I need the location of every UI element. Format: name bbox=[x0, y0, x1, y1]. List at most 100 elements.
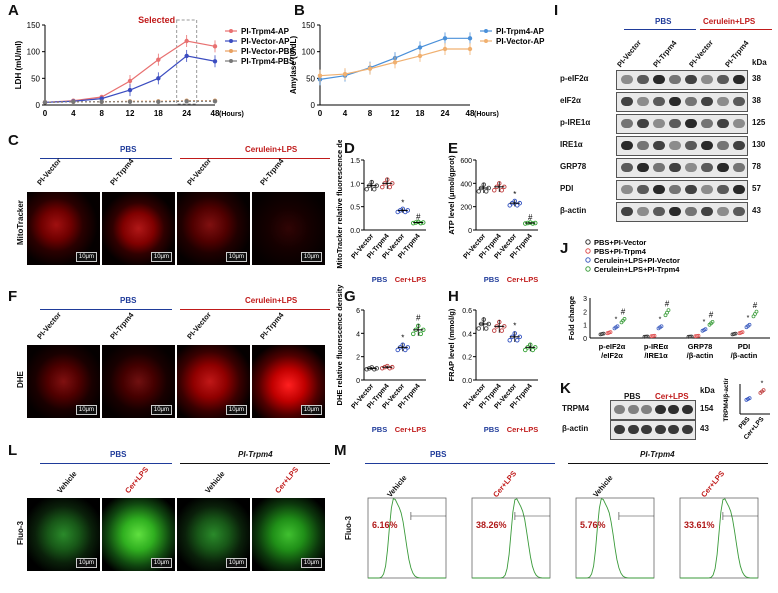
l-trpm4-header: PI-Trpm4 bbox=[238, 450, 273, 459]
selected-box bbox=[176, 19, 198, 105]
blot-band bbox=[614, 425, 625, 434]
legend-label: Cerulein+LPS+PI-Trpm4 bbox=[594, 265, 680, 274]
l-side-label: Fluo-3 bbox=[16, 521, 25, 545]
y-tick-label: 0.0 bbox=[462, 378, 472, 385]
blot-band bbox=[701, 141, 713, 150]
y-tick-label: 0 bbox=[583, 336, 587, 343]
blot-band bbox=[669, 185, 681, 194]
data-point bbox=[645, 334, 650, 339]
selected-annotation: Selected bbox=[138, 15, 175, 25]
blot-k-row bbox=[610, 400, 696, 420]
c-label-4: PI-Trpm4 bbox=[258, 156, 286, 187]
blot-band bbox=[701, 75, 713, 84]
y-axis-label: Fold change bbox=[567, 296, 576, 340]
y-tick-label: 1.0 bbox=[350, 181, 360, 188]
y-tick-label: 0.4 bbox=[462, 331, 472, 338]
y-tick-label: 0.2 bbox=[462, 355, 472, 362]
y-tick-label: 0 bbox=[311, 101, 316, 110]
y-tick-label: 50 bbox=[306, 74, 315, 83]
blot-band bbox=[681, 405, 693, 414]
panel-label-m: M bbox=[334, 442, 347, 459]
legend-marker bbox=[484, 29, 488, 33]
blot-i-row-label: p-eIF2α bbox=[560, 74, 589, 83]
y-tick-label: 0.5 bbox=[350, 205, 360, 212]
data-point bbox=[410, 331, 416, 337]
data-point bbox=[514, 338, 520, 343]
blot-band bbox=[637, 141, 649, 150]
blot-band bbox=[627, 405, 639, 414]
f-label-4: PI-Trpm4 bbox=[258, 310, 286, 341]
blot-i-kda: 38 bbox=[752, 96, 761, 105]
group-pbs: PBS bbox=[372, 275, 387, 284]
data-point bbox=[476, 326, 481, 331]
blot-band bbox=[637, 163, 649, 172]
blot-band bbox=[614, 405, 625, 414]
data-point bbox=[522, 347, 528, 353]
y-tick-label: 100 bbox=[302, 48, 316, 57]
legend-label: Cerulein+LPS+PI-Vector bbox=[594, 256, 680, 265]
data-point bbox=[476, 189, 481, 194]
i-cer-line bbox=[700, 29, 772, 30]
data-point bbox=[387, 365, 393, 371]
flow-percent: 6.16% bbox=[372, 520, 398, 530]
fluo-image-1: 10μm bbox=[27, 498, 100, 571]
dot-charts-degh: 0.0 0.5 1.0 1.5 MitoTracker relative fluores… bbox=[336, 140, 538, 434]
blot-band bbox=[637, 119, 649, 128]
y-tick-label: 1 bbox=[583, 323, 587, 330]
f-cer-line bbox=[180, 309, 330, 310]
blot-band bbox=[621, 141, 633, 150]
blot-band bbox=[701, 119, 713, 128]
blot-band bbox=[637, 97, 649, 106]
x-tick-label: p-IREα bbox=[644, 342, 669, 351]
blot-band bbox=[685, 185, 697, 194]
y-tick-label: 1.5 bbox=[350, 158, 360, 165]
blot-i-row-label: IRE1α bbox=[560, 140, 583, 149]
blot-band bbox=[717, 163, 729, 172]
data-point bbox=[42, 100, 48, 105]
group-cer: Cer+LPS bbox=[395, 425, 426, 434]
x-tick-label: PDI bbox=[738, 342, 751, 351]
legend-marker bbox=[229, 59, 233, 63]
blot-band bbox=[669, 75, 681, 84]
blot-band bbox=[669, 119, 681, 128]
m-pbs-header: PBS bbox=[430, 450, 447, 459]
x-tick-label: /IRE1α bbox=[644, 351, 668, 360]
blot-band bbox=[621, 75, 633, 84]
significance-mark: # bbox=[621, 308, 626, 317]
legend-marker bbox=[229, 49, 233, 53]
blot-band bbox=[717, 185, 729, 194]
dhe-image-2: 10μm bbox=[102, 345, 175, 418]
blot-band bbox=[668, 425, 679, 434]
data-point bbox=[747, 396, 752, 401]
y-tick-label: 3 bbox=[583, 296, 587, 303]
blot-band bbox=[669, 141, 681, 150]
blot-i-row-label: eIF2α bbox=[560, 96, 581, 105]
group-pbs: PBS bbox=[484, 425, 499, 434]
data-point bbox=[212, 99, 218, 104]
data-point bbox=[747, 322, 752, 327]
blot-band bbox=[717, 75, 729, 84]
f-label-2: PI-Trpm4 bbox=[108, 310, 136, 341]
data-point bbox=[364, 367, 370, 372]
legend-marker bbox=[229, 39, 233, 43]
blot-band bbox=[701, 97, 713, 106]
data-point bbox=[418, 220, 423, 226]
flow-percent: 33.61% bbox=[684, 520, 715, 530]
significance-mark: # bbox=[528, 213, 533, 222]
blot-band bbox=[681, 425, 693, 434]
blot-band bbox=[669, 97, 681, 106]
data-point bbox=[99, 96, 104, 101]
x-tick-label: 12 bbox=[126, 109, 135, 118]
l-label-2: Cer+LPS bbox=[123, 465, 151, 495]
blot-i-row-label: β-actin bbox=[560, 206, 587, 215]
blot-band bbox=[621, 207, 633, 216]
blot-band bbox=[653, 119, 665, 128]
data-point bbox=[410, 220, 416, 226]
blot-band bbox=[621, 119, 633, 128]
data-point bbox=[499, 188, 504, 193]
legend-marker bbox=[585, 239, 591, 245]
flow-percent: 5.76% bbox=[580, 520, 606, 530]
panel-label-h: H bbox=[448, 288, 459, 305]
y-tick-label: 0.6 bbox=[462, 308, 472, 315]
f-pbs-line bbox=[40, 309, 172, 310]
